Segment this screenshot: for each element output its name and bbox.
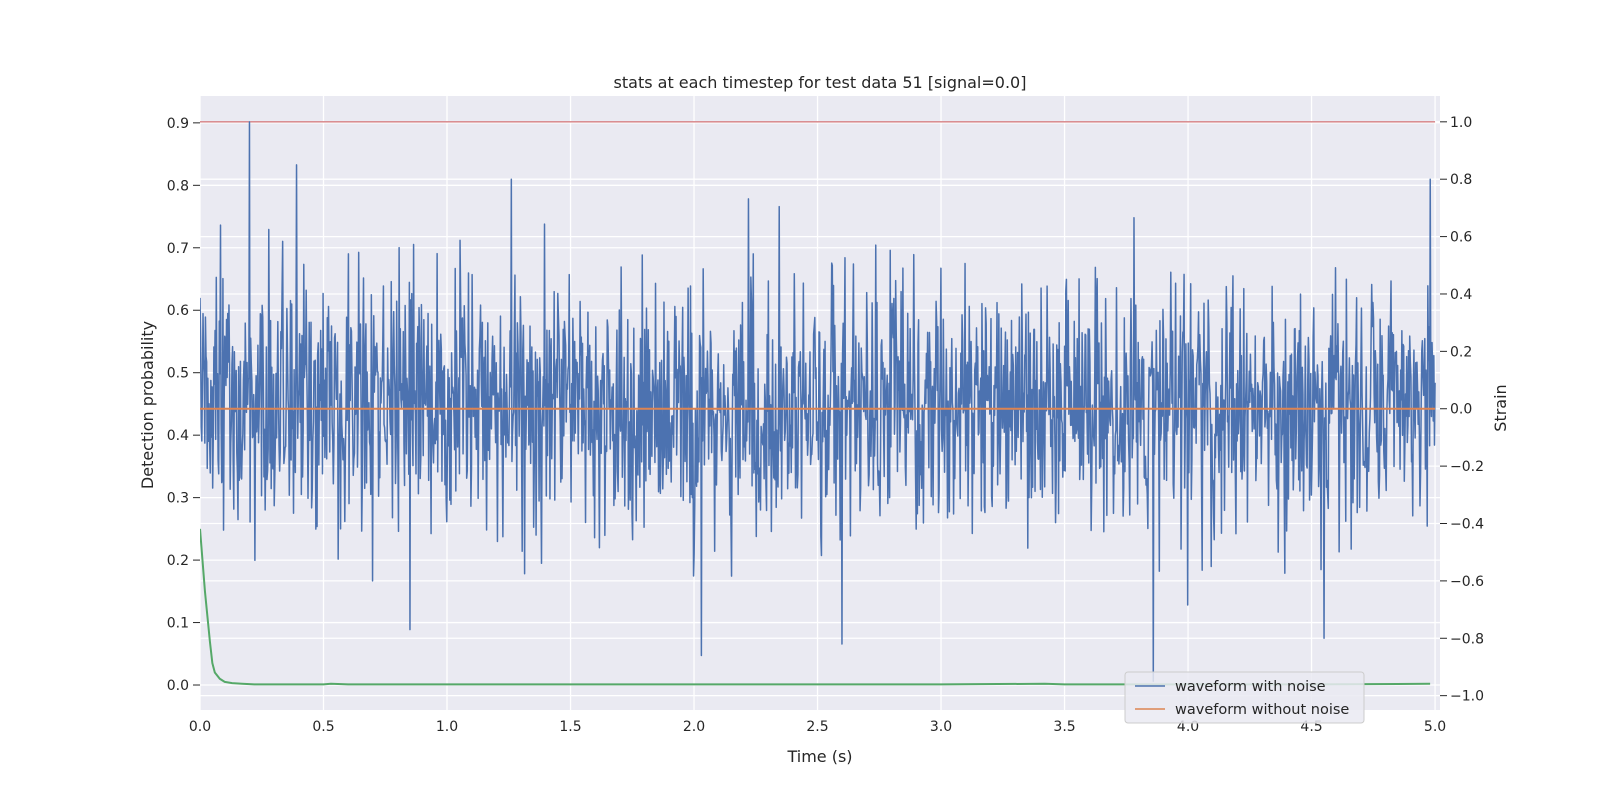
- legend: waveform with noise waveform without noi…: [1124, 671, 1365, 724]
- series-layer: [200, 121, 1436, 686]
- x-tick-label: 1.0: [436, 719, 458, 735]
- y-left-tick-label: 0.6: [167, 303, 189, 319]
- y-right-tick-label: −0.2: [1450, 459, 1484, 475]
- y-right-tick-label: 0.8: [1450, 172, 1472, 188]
- y-left-tick-label: 0.4: [167, 428, 189, 444]
- y-right-tick-label: −0.8: [1450, 631, 1484, 647]
- x-tick-label: 2.5: [806, 719, 828, 735]
- x-axis-title: Time (s): [786, 747, 852, 766]
- y-right-tick-label: −0.4: [1450, 517, 1484, 533]
- y-left-tick-label: 0.3: [167, 491, 189, 507]
- y-left-tick-label: 0.9: [167, 116, 189, 132]
- x-tick-label: 2.0: [683, 719, 705, 735]
- x-tick-label: 5.0: [1424, 719, 1446, 735]
- x-tick-label: 3.5: [1053, 719, 1075, 735]
- y-left-tick-label: 0.7: [167, 241, 189, 257]
- y-left-tick-label: 0.2: [167, 553, 189, 569]
- legend-label-clean: waveform without noise: [1175, 702, 1349, 718]
- y-right-tick-label: 0.0: [1450, 402, 1472, 418]
- x-tick-label: 0.0: [189, 719, 211, 735]
- y-left-tick-label: 0.5: [167, 366, 189, 382]
- y-left-tick-label: 0.0: [167, 678, 189, 694]
- y-right-tick-label: −0.6: [1450, 574, 1484, 590]
- legend-box: [1124, 671, 1365, 724]
- series-line-detection-probability: [200, 528, 1431, 686]
- ticks: 0.0 0.5 1.0 1.5 2.0 2.5 3.0 3.5 4.0 4.5 5.00.00.10…: [167, 115, 1484, 735]
- x-tick-label: 1.5: [559, 719, 581, 735]
- y-right-tick-label: 1.0: [1450, 115, 1472, 131]
- y-right-tick-label: 0.2: [1450, 344, 1472, 360]
- y-axis-right-title: Strain: [1491, 384, 1510, 431]
- chart-title: stats at each timestep for test data 51 …: [614, 73, 1027, 92]
- legend-label-noise: waveform with noise: [1175, 679, 1326, 695]
- y-right-tick-label: −1.0: [1450, 689, 1484, 705]
- y-right-tick-label: 0.4: [1450, 287, 1472, 303]
- y-right-tick-label: 0.6: [1450, 230, 1472, 246]
- x-tick-label: 0.5: [312, 719, 334, 735]
- series-line-waveform-with-noise: [200, 121, 1436, 683]
- y-left-tick-label: 0.1: [167, 616, 189, 632]
- y-axis-left-title: Detection probability: [138, 321, 157, 489]
- y-left-tick-label: 0.8: [167, 178, 189, 194]
- x-tick-label: 3.0: [930, 719, 952, 735]
